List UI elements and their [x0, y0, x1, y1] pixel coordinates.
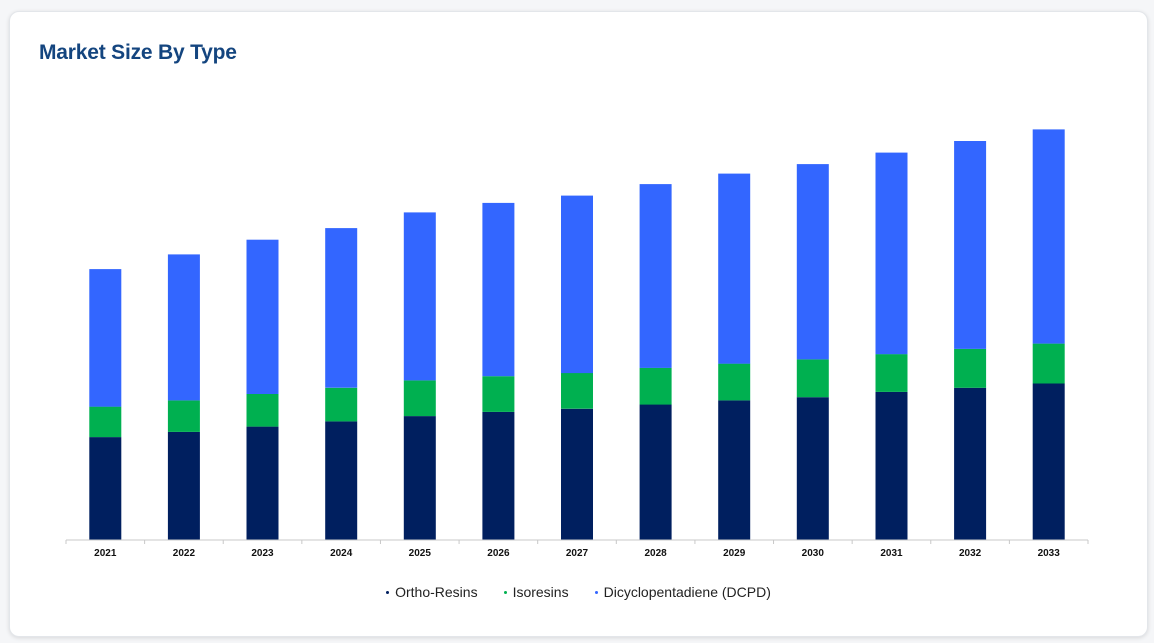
- bar-2033-series-2: [1032, 129, 1065, 344]
- legend-marker: [594, 590, 598, 594]
- bar-2022-series-0: [167, 431, 200, 541]
- bar-2028-series-2: [639, 184, 672, 368]
- x-axis-ticks: 2021 2022 2023 2024 2025 2026 2027 2028 2029 2030…: [65, 540, 1089, 559]
- x-tick-label: 2032: [959, 548, 982, 559]
- x-tick-label: 2033: [1038, 548, 1061, 559]
- bar-2026-series-0: [482, 411, 515, 540]
- bar-2031-series-1: [875, 354, 908, 392]
- legend-marker: [503, 590, 507, 594]
- bar-2029-series-1: [718, 363, 751, 401]
- bar-2021-series-0: [89, 437, 122, 540]
- x-tick-label: 2024: [330, 548, 353, 559]
- bar-2032-series-2: [954, 141, 987, 349]
- bar-2028-series-1: [639, 367, 672, 405]
- stacked-bar-chart: 2021 2022 2023 2024 2025 2026 2027 2028 2029 2030…: [65, 129, 1089, 559]
- x-tick-label: 2027: [566, 548, 589, 559]
- bar-2027-series-0: [561, 408, 593, 541]
- bar-2021-series-1: [89, 406, 122, 438]
- bar-2030-series-1: [796, 359, 829, 398]
- legend-marker: [386, 590, 390, 594]
- bar-2030-series-2: [796, 164, 829, 360]
- bar-2025-series-1: [403, 380, 436, 417]
- bar-2033-series-0: [1032, 383, 1065, 540]
- bar-2025-series-0: [403, 416, 436, 540]
- x-tick-label: 2022: [173, 548, 196, 559]
- bar-2025-series-2: [403, 212, 436, 381]
- bar-2024-series-1: [325, 387, 358, 422]
- bar-2024-series-2: [325, 228, 358, 388]
- bar-2032-series-0: [954, 387, 987, 541]
- bar-2024-series-0: [325, 421, 358, 541]
- legend-item-2: Dicyclopentadiene (DCPD): [594, 584, 771, 600]
- bar-2029-series-0: [718, 400, 751, 541]
- x-tick-label: 2023: [251, 548, 274, 559]
- x-tick-label: 2030: [802, 548, 825, 559]
- bar-2023-series-2: [246, 239, 279, 394]
- legend-item-0: Ortho-Resins: [386, 584, 478, 600]
- bar-2022-series-1: [167, 400, 200, 432]
- legend-label: Isoresins: [512, 584, 569, 600]
- bar-2032-series-1: [954, 348, 987, 388]
- bar-2027-series-2: [561, 195, 593, 374]
- bar-2031-series-0: [875, 391, 908, 540]
- x-tick-label: 2025: [409, 548, 432, 559]
- x-tick-label: 2031: [880, 548, 903, 559]
- bar-2022-series-2: [167, 254, 200, 401]
- bar-2026-series-1: [482, 376, 515, 412]
- bar-2031-series-2: [875, 152, 908, 355]
- legend-item-1: Isoresins: [503, 584, 569, 600]
- bar-2021-series-2: [89, 269, 122, 407]
- bar-2030-series-0: [796, 397, 829, 540]
- chart-card: Market Size By Type 2021 2022 2023 2024 2025…: [9, 11, 1148, 637]
- bars-group: [89, 129, 1065, 541]
- bar-2029-series-2: [718, 173, 751, 364]
- bar-2028-series-0: [639, 404, 672, 540]
- bar-2033-series-1: [1032, 343, 1065, 384]
- legend-label: Dicyclopentadiene (DCPD): [603, 584, 771, 600]
- legend-label: Ortho-Resins: [395, 584, 478, 600]
- x-tick-label: 2026: [487, 548, 510, 559]
- x-tick-label: 2028: [644, 548, 667, 559]
- bar-2023-series-1: [246, 394, 279, 427]
- bar-2026-series-2: [482, 202, 515, 377]
- bar-2023-series-0: [246, 426, 279, 540]
- chart-title: Market Size By Type: [39, 41, 237, 64]
- x-tick-label: 2029: [723, 548, 746, 559]
- legend: Ortho-Resins Isoresins Dicyclopentadiene (…: [10, 584, 1147, 600]
- x-tick-label: 2021: [94, 548, 117, 559]
- bar-2027-series-1: [561, 373, 593, 409]
